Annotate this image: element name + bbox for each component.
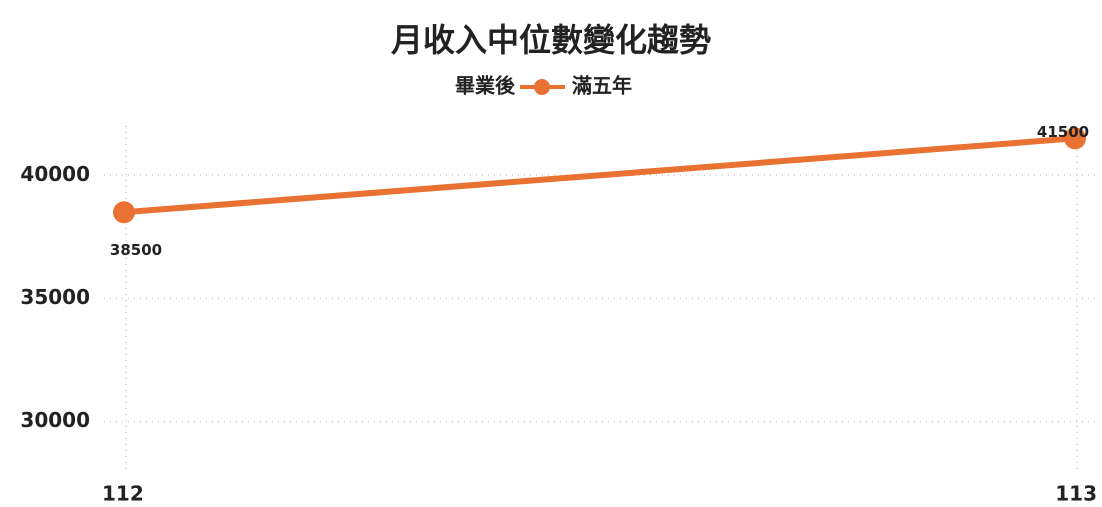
- chart-title: 月收入中位數變化趨勢: [391, 21, 711, 59]
- data-label: 41500: [1037, 123, 1089, 141]
- legend-marker: [534, 79, 550, 95]
- series-line: [121, 135, 1078, 216]
- data-point: [1064, 127, 1086, 150]
- y-tick-label: 40000: [20, 162, 90, 186]
- x-tick-label: 113: [1055, 482, 1097, 506]
- y-tick-label: 30000: [20, 408, 90, 432]
- legend-title: 畢業後: [455, 74, 516, 98]
- data-label: 38500: [110, 241, 162, 259]
- data-point: [113, 201, 135, 224]
- x-tick-label: 112: [102, 482, 144, 506]
- y-tick-label: 35000: [20, 285, 90, 309]
- legend-label: 滿五年: [572, 74, 632, 98]
